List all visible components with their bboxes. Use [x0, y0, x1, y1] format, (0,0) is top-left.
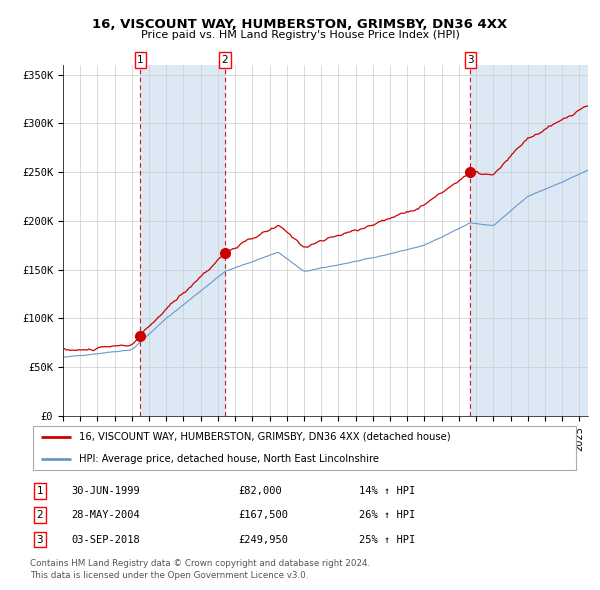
Bar	[140, 65, 225, 416]
Text: 1: 1	[37, 486, 43, 496]
Text: 26% ↑ HPI: 26% ↑ HPI	[359, 510, 416, 520]
Text: HPI: Average price, detached house, North East Lincolnshire: HPI: Average price, detached house, Nort…	[79, 454, 379, 464]
Text: £82,000: £82,000	[239, 486, 283, 496]
FancyBboxPatch shape	[33, 426, 576, 470]
Text: This data is licensed under the Open Government Licence v3.0.: This data is licensed under the Open Gov…	[30, 571, 308, 580]
Text: 14% ↑ HPI: 14% ↑ HPI	[359, 486, 416, 496]
Text: £167,500: £167,500	[239, 510, 289, 520]
Text: 2: 2	[37, 510, 43, 520]
Text: 16, VISCOUNT WAY, HUMBERSTON, GRIMSBY, DN36 4XX: 16, VISCOUNT WAY, HUMBERSTON, GRIMSBY, D…	[92, 18, 508, 31]
Bar	[470, 65, 588, 416]
Text: £249,950: £249,950	[239, 535, 289, 545]
Text: 30-JUN-1999: 30-JUN-1999	[71, 486, 140, 496]
Text: 28-MAY-2004: 28-MAY-2004	[71, 510, 140, 520]
Text: 2: 2	[221, 55, 228, 65]
Text: 3: 3	[37, 535, 43, 545]
Text: 03-SEP-2018: 03-SEP-2018	[71, 535, 140, 545]
Text: 25% ↑ HPI: 25% ↑ HPI	[359, 535, 416, 545]
Text: 16, VISCOUNT WAY, HUMBERSTON, GRIMSBY, DN36 4XX (detached house): 16, VISCOUNT WAY, HUMBERSTON, GRIMSBY, D…	[79, 432, 451, 442]
Text: Price paid vs. HM Land Registry's House Price Index (HPI): Price paid vs. HM Land Registry's House …	[140, 30, 460, 40]
Text: 1: 1	[137, 55, 144, 65]
Text: Contains HM Land Registry data © Crown copyright and database right 2024.: Contains HM Land Registry data © Crown c…	[30, 559, 370, 568]
Text: 3: 3	[467, 55, 474, 65]
